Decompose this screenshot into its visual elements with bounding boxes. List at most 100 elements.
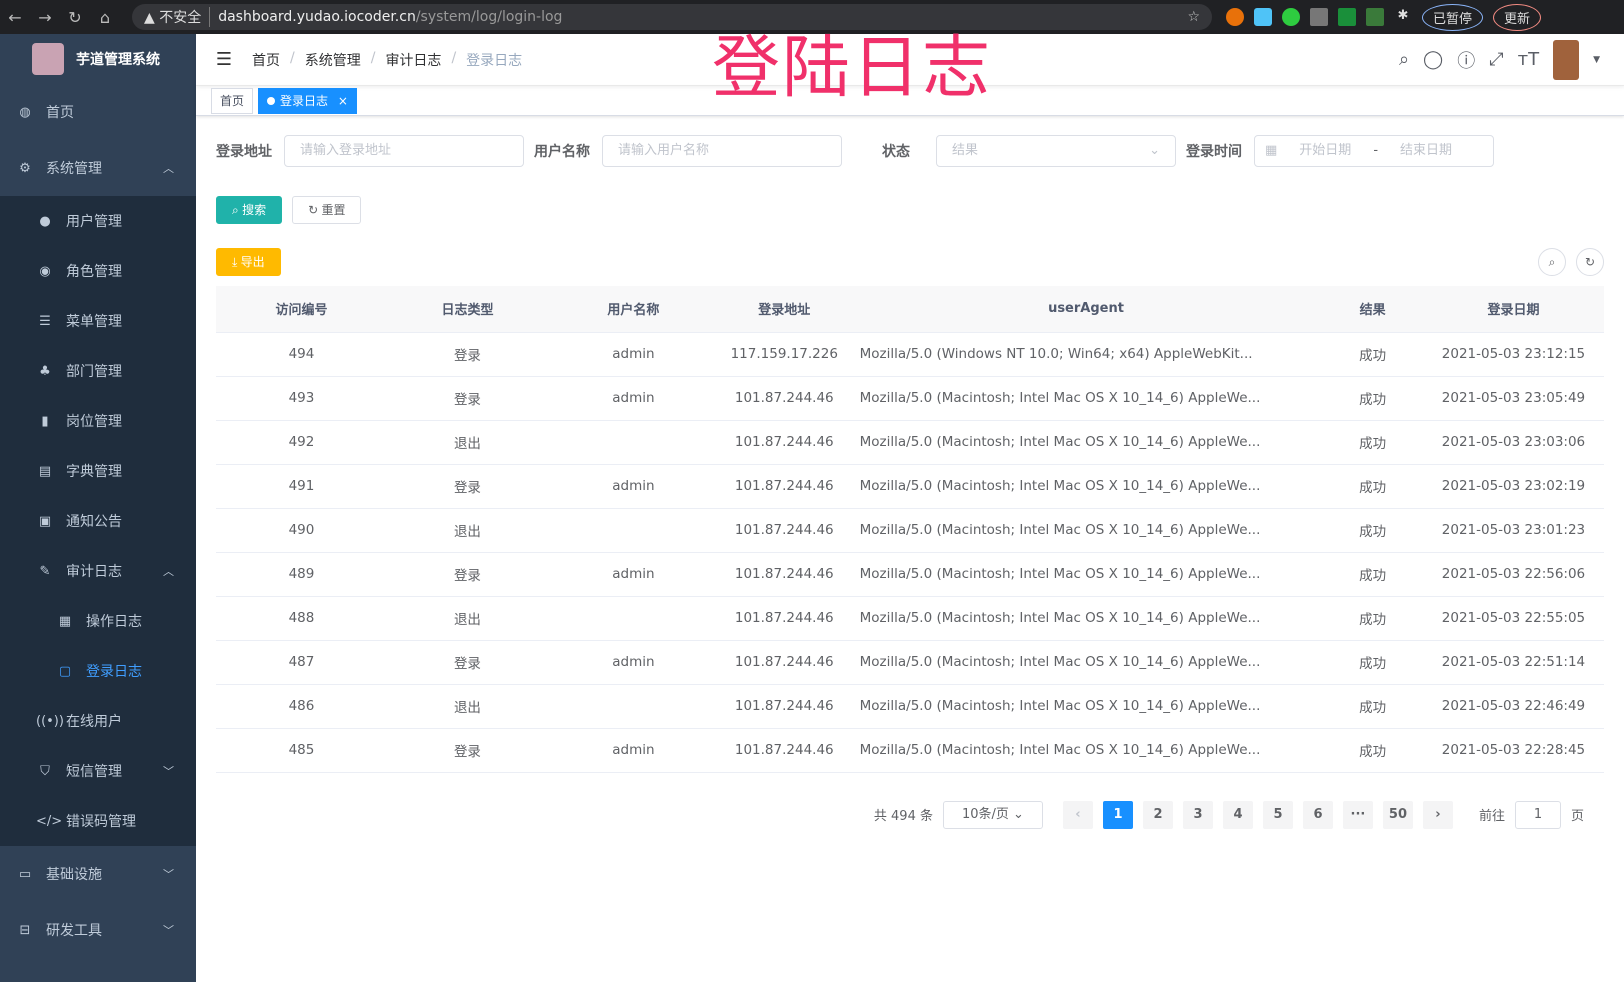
avatar[interactable] xyxy=(1553,39,1580,80)
table-row[interactable]: 489 登录 admin 101.87.244.46 Mozilla/5.0 (Maci… xyxy=(216,552,1604,597)
user-icon: ● xyxy=(39,213,51,229)
sidebar-item-roles[interactable]: ◉ 角色管理 xyxy=(0,246,196,296)
table-row[interactable]: 487 登录 admin 101.87.244.46 Mozilla/5.0 (Maci… xyxy=(216,640,1604,685)
puzzle-icon[interactable]: ✱ xyxy=(1397,8,1409,23)
page-button[interactable]: 50 xyxy=(1382,800,1413,829)
page-button[interactable]: 6 xyxy=(1302,800,1333,829)
toggle-search-icon[interactable]: ⌕ xyxy=(1538,248,1566,276)
close-icon[interactable]: × xyxy=(337,93,348,108)
extension-icon[interactable] xyxy=(1310,8,1328,26)
question-icon[interactable]: ⓘ xyxy=(1457,50,1476,72)
sidebar-item-tools[interactable]: ⊟ 研发工具 ﹀ xyxy=(0,902,196,958)
table-cell: 101.87.244.46 xyxy=(718,420,850,465)
table-row[interactable]: 485 登录 admin 101.87.244.46 Mozilla/5.0 (Maci… xyxy=(216,728,1604,773)
search-icon[interactable]: ⌕ xyxy=(1398,49,1410,70)
sidebar-item-system[interactable]: ⚙ 系统管理 ︿ xyxy=(0,140,196,196)
page-button[interactable]: 5 xyxy=(1262,800,1293,829)
page-button[interactable]: ··· xyxy=(1342,800,1373,829)
prev-page-button[interactable]: ‹ xyxy=(1062,800,1093,829)
home-icon[interactable]: ⌂ xyxy=(99,7,111,27)
url-path: /system/log/login-log xyxy=(415,9,563,25)
bookmark-star-icon[interactable]: ☆ xyxy=(1187,9,1200,25)
ip-label: 登录地址 xyxy=(216,144,272,160)
breadcrumb-item[interactable]: 系统管理 xyxy=(304,52,361,69)
sidebar-item-online[interactable]: ((•)) 在线用户 xyxy=(0,696,196,746)
dashboard-icon: ◍ xyxy=(19,104,31,120)
form-icon: ▦ xyxy=(58,613,72,629)
goto-page-input[interactable]: 1 xyxy=(1514,800,1561,829)
refresh-icon[interactable]: ↻ xyxy=(1576,248,1604,276)
chevron-down-icon: ﹀ xyxy=(163,765,174,778)
start-date[interactable]: 开始日期 xyxy=(1299,143,1352,158)
back-icon[interactable]: ← xyxy=(8,7,22,27)
table-row[interactable]: 493 登录 admin 101.87.244.46 Mozilla/5.0 (Maci… xyxy=(216,376,1604,421)
end-date[interactable]: 结束日期 xyxy=(1400,143,1453,158)
search-button[interactable]: ⌕ 搜索 xyxy=(216,196,283,224)
extension-icon[interactable] xyxy=(1338,8,1356,26)
next-page-button[interactable]: › xyxy=(1422,800,1453,829)
reload-icon[interactable]: ↻ xyxy=(68,7,82,27)
fullscreen-icon[interactable]: ⤢ xyxy=(1489,49,1504,70)
table-cell: 101.87.244.46 xyxy=(718,508,850,553)
breadcrumb-item[interactable]: 首页 xyxy=(252,52,280,69)
tag-home[interactable]: 首页 xyxy=(211,87,254,114)
sidebar-item-operate-log[interactable]: ▦ 操作日志 xyxy=(0,596,196,646)
page-size-select[interactable]: 10条/页 ⌄ xyxy=(942,800,1043,829)
sidebar-item-infra[interactable]: ▭ 基础设施 ﹀ xyxy=(0,846,196,902)
page-button[interactable]: 4 xyxy=(1222,800,1253,829)
table-cell: 登录 xyxy=(386,332,548,377)
table-cell: 成功 xyxy=(1322,464,1423,509)
export-button[interactable]: ⤓ 导出 xyxy=(216,248,281,276)
sidebar-item-notice[interactable]: ▣ 通知公告 xyxy=(0,496,196,546)
page-button[interactable]: 3 xyxy=(1182,800,1213,829)
extension-icon[interactable] xyxy=(1226,8,1244,26)
sidebar-item-error-code[interactable]: </> 错误码管理 xyxy=(0,796,196,846)
table-cell: 退出 xyxy=(386,420,548,465)
table-cell: 488 xyxy=(216,596,387,641)
ip-input[interactable]: 请输入登录地址 xyxy=(284,135,524,167)
table-row[interactable]: 494 登录 admin 117.159.17.226 Mozilla/5.0 (Win… xyxy=(216,332,1604,377)
tree-icon: ♣ xyxy=(39,363,51,379)
peoples-icon: ◉ xyxy=(39,263,51,279)
tag-login-log[interactable]: 登录日志 × xyxy=(258,87,357,114)
status-select[interactable]: 结果 ⌄ xyxy=(936,135,1176,167)
sidebar-item-login-log[interactable]: ▢ 登录日志 xyxy=(0,646,196,696)
sidebar-item-posts[interactable]: ▮ 岗位管理 xyxy=(0,396,196,446)
github-icon[interactable]: ◯ xyxy=(1423,49,1444,70)
caret-down-icon[interactable]: ▼ xyxy=(1593,54,1600,65)
date-range-picker[interactable]: ▦ 开始日期 - 结束日期 xyxy=(1254,135,1494,167)
table-cell: Mozilla/5.0 (Macintosh; Intel Mac OS X 1… xyxy=(849,596,1323,641)
extension-icon[interactable] xyxy=(1282,8,1300,26)
table-cell: 登录 xyxy=(386,376,548,421)
table-row[interactable]: 490 退出 101.87.244.46 Mozilla/5.0 (Macintosh… xyxy=(216,508,1604,553)
table-cell: 101.87.244.46 xyxy=(718,684,850,729)
sidebar-logo[interactable]: 芋道管理系统 xyxy=(0,34,196,84)
username-input[interactable]: 请输入用户名称 xyxy=(602,135,842,167)
sidebar-item-label: 用户管理 xyxy=(66,214,122,230)
page-button[interactable]: 2 xyxy=(1142,800,1173,829)
font-size-icon[interactable]: тT xyxy=(1517,49,1540,70)
extension-icon[interactable] xyxy=(1254,8,1272,26)
sidebar-item-home[interactable]: ◍ 首页 xyxy=(0,84,196,140)
page-button[interactable]: 1 xyxy=(1102,800,1133,829)
sidebar-item-depts[interactable]: ♣ 部门管理 xyxy=(0,346,196,396)
table-row[interactable]: 491 登录 admin 101.87.244.46 Mozilla/5.0 (Maci… xyxy=(216,464,1604,509)
sidebar-item-label: 系统管理 xyxy=(46,161,102,177)
forward-icon[interactable]: → xyxy=(38,7,52,27)
sidebar-item-sms[interactable]: ⛉ 短信管理 ﹀ xyxy=(0,746,196,796)
table-row[interactable]: 492 退出 101.87.244.46 Mozilla/5.0 (Macintosh… xyxy=(216,420,1604,465)
update-button[interactable]: 更新 xyxy=(1493,3,1542,31)
table-cell: 494 xyxy=(216,332,387,377)
sidebar-item-menus[interactable]: ☰ 菜单管理 xyxy=(0,296,196,346)
profile-paused-button[interactable]: 已暂停 xyxy=(1422,3,1484,31)
address-bar[interactable]: ▲ 不安全 dashboard.yudao.iocoder.cn/system/… xyxy=(132,4,1212,30)
extension-icon[interactable] xyxy=(1366,8,1384,26)
sidebar-item-dict[interactable]: ▤ 字典管理 xyxy=(0,446,196,496)
hamburger-icon[interactable]: ☰ xyxy=(215,49,233,70)
breadcrumb-item[interactable]: 审计日志 xyxy=(385,52,442,69)
table-row[interactable]: 488 退出 101.87.244.46 Mozilla/5.0 (Macintosh… xyxy=(216,596,1604,641)
reset-button[interactable]: ↻ 重置 xyxy=(292,196,362,224)
sidebar-item-audit-log[interactable]: ✎ 审计日志 ︿ xyxy=(0,546,196,596)
sidebar-item-users[interactable]: ● 用户管理 xyxy=(0,196,196,246)
table-row[interactable]: 486 退出 101.87.244.46 Mozilla/5.0 (Macintosh… xyxy=(216,684,1604,729)
